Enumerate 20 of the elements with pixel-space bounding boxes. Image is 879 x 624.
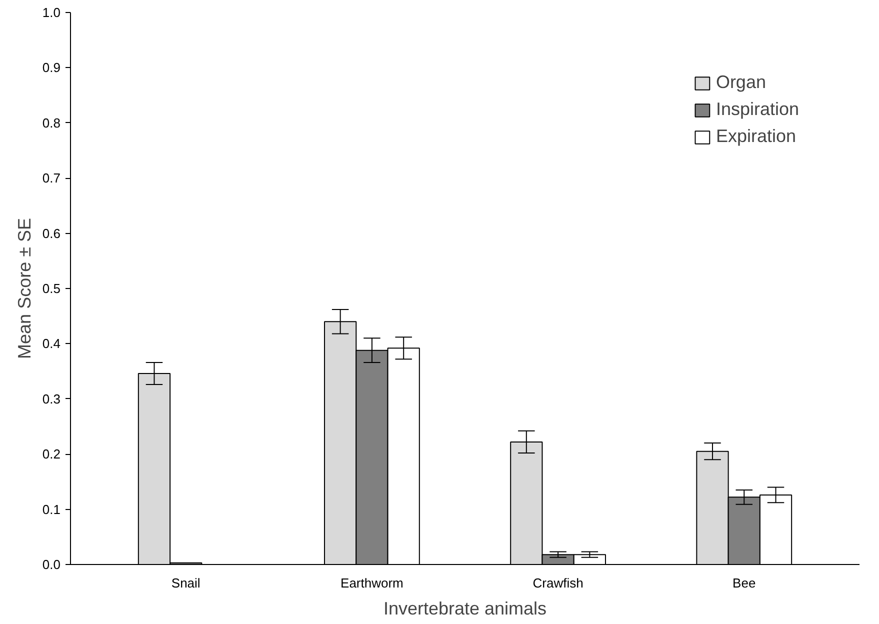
legend-label: Organ	[716, 72, 766, 93]
y-tick-label: 0.1	[42, 502, 61, 517]
legend-label: Inspiration	[716, 99, 799, 120]
y-tick-label: 0.4	[42, 336, 61, 352]
y-tick-label: 0.2	[42, 446, 61, 462]
x-tick-label: Bee	[732, 576, 756, 590]
y-tick-label: 1.0	[42, 5, 61, 20]
y-tick-label: 0.9	[42, 60, 61, 76]
legend-label: Expiration	[716, 126, 796, 147]
y-tick-label: 0.6	[42, 226, 61, 241]
y-tick-label: 0.0	[42, 557, 61, 572]
x-tick-label: Crawfish	[532, 576, 584, 590]
x-tick-label: Snail	[171, 576, 200, 590]
y-tick-label: 0.8	[42, 115, 61, 130]
x-tick-label: Earthworm	[340, 576, 404, 590]
y-tick-label: 0.3	[42, 391, 61, 406]
y-tick-label: 0.7	[42, 170, 61, 186]
y-axis-title: Mean Score ± SE	[14, 218, 34, 359]
x-axis-title: Invertebrate animals	[383, 598, 547, 618]
y-tick-label: 0.5	[42, 281, 61, 296]
